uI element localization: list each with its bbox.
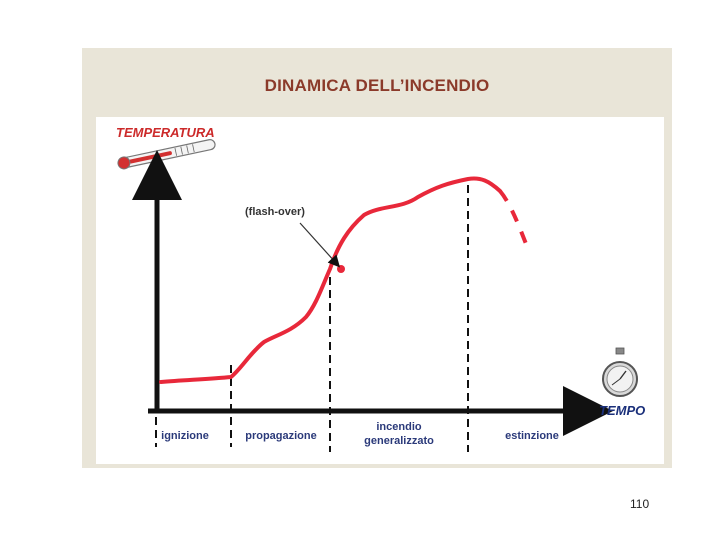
diagram-canvas: TEMPERATURA TEMPO [116, 125, 645, 452]
y-axis-label: TEMPERATURA [116, 125, 215, 140]
phase-label-incendio: incendio [376, 421, 422, 433]
flash-over-point [337, 265, 345, 273]
flash-over-arrow [299, 222, 341, 268]
phase-label-ignizione: ignizione [161, 430, 209, 442]
thermometer-icon [117, 139, 216, 170]
slide-title: DINAMICA DELL’INCENDIO [264, 76, 490, 95]
phase-label-estinzione: estinzione [505, 430, 559, 442]
temperature-curve-decay [498, 189, 530, 250]
page-number: 110 [630, 497, 650, 511]
slide-frame: DINAMICA DELL’INCENDIO TEMPERATURA [82, 48, 672, 468]
temperature-curve [159, 176, 502, 384]
flash-over-annotation: (flash-over) [245, 206, 305, 218]
phase-label-propagazione: propagazione [245, 430, 317, 442]
stopwatch-icon [602, 347, 638, 397]
phase-label-generalizzato: generalizzato [364, 435, 434, 447]
x-axis-label: TEMPO [599, 403, 645, 418]
fire-dynamics-diagram: TEMPERATURA TEMPO [96, 117, 664, 464]
